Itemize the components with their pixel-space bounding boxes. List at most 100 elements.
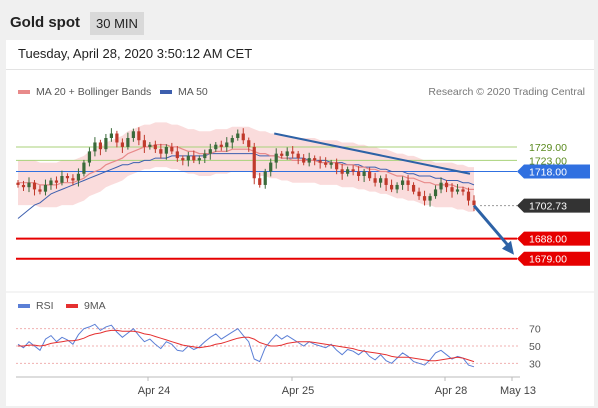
candle	[82, 159, 86, 177]
bollinger-band	[18, 122, 474, 212]
candle-body	[16, 182, 20, 185]
candle-body	[236, 133, 240, 138]
candle-body	[389, 184, 394, 190]
level-label-1723.00: 1723.00	[529, 155, 567, 167]
candle-body	[214, 144, 218, 150]
candle-body	[241, 133, 245, 141]
candle-body	[395, 184, 399, 190]
timestamp: Tuesday, April 28, 2020 3:50:12 AM CET	[18, 46, 253, 61]
x-tick-label: Apr 24	[138, 385, 170, 397]
chart-panel	[6, 40, 594, 406]
ma50-swatch	[160, 90, 172, 94]
level-tag-1702.73	[517, 198, 590, 213]
chart-header: Gold spot 30 MIN	[0, 0, 598, 40]
candle	[346, 166, 350, 177]
candle-body	[87, 151, 92, 163]
candle-body	[296, 153, 300, 159]
candle-body	[335, 162, 339, 170]
candle-body	[324, 162, 328, 165]
candle	[104, 133, 108, 152]
legend-ma50: MA 50	[160, 86, 208, 98]
candle	[225, 137, 229, 152]
candle-body	[38, 189, 42, 192]
credit-text: Research © 2020 Trading Central	[428, 86, 585, 98]
candle	[192, 150, 196, 164]
candle	[247, 137, 251, 152]
candle-body	[340, 169, 344, 174]
candle-body	[197, 158, 201, 161]
candle	[302, 154, 306, 166]
candle-body	[428, 196, 432, 201]
candle-body	[461, 189, 465, 192]
candle	[324, 157, 328, 168]
candle-body	[450, 187, 454, 192]
interval-badge[interactable]: 30 MIN	[90, 12, 144, 35]
candle-body	[417, 191, 421, 197]
candle	[395, 182, 399, 194]
candle	[197, 155, 201, 165]
candle	[274, 148, 278, 169]
candle	[43, 179, 48, 196]
candle	[400, 176, 405, 190]
candle	[439, 177, 443, 194]
candle	[153, 140, 157, 153]
level-tag-1688.00	[517, 231, 590, 246]
ma50-label: MA 50	[178, 86, 208, 98]
candle	[219, 140, 223, 151]
candle-body	[109, 133, 113, 138]
candle-body	[291, 151, 295, 154]
level-label-1718.00: 1718.00	[529, 167, 567, 179]
candle-body	[263, 171, 267, 185]
candle	[230, 135, 234, 149]
candle-body	[137, 131, 141, 141]
candle-body	[384, 178, 388, 185]
candle-body	[192, 155, 196, 161]
candle	[461, 186, 465, 196]
candle-body	[21, 184, 26, 188]
candle-body	[406, 180, 410, 185]
candle	[450, 183, 454, 198]
candle	[137, 127, 141, 146]
candle	[444, 180, 449, 193]
candle	[181, 155, 185, 166]
candle	[428, 193, 432, 207]
candle	[433, 185, 438, 199]
candle-body	[439, 182, 443, 190]
legend-rsi-ma: 9MA	[66, 300, 106, 312]
candle	[148, 142, 152, 150]
rsi-swatch	[18, 304, 30, 308]
ma20-label: MA 20 + Bollinger Bands	[36, 86, 152, 98]
candle-body	[466, 191, 471, 201]
x-axis: Apr 24 Apr 25 Apr 28 May 13	[16, 376, 536, 397]
candle	[109, 128, 113, 142]
rsi-ma-line	[18, 329, 475, 363]
forecast-arrow-shaft	[472, 204, 512, 249]
candle	[208, 143, 212, 160]
candle-body	[455, 189, 460, 192]
candle	[120, 138, 124, 153]
candle-body	[307, 158, 311, 163]
x-tick-label: May 13	[500, 385, 536, 397]
candle-body	[126, 138, 130, 147]
candle-body	[54, 180, 59, 183]
candle	[335, 158, 339, 175]
ma20-line	[18, 144, 474, 190]
candle	[269, 158, 273, 177]
candle	[296, 150, 300, 165]
rsi-label: RSI	[36, 300, 54, 312]
candles	[16, 127, 476, 212]
symbol-title: Gold spot	[10, 14, 80, 31]
candle	[65, 173, 70, 183]
candle-body	[120, 142, 124, 147]
resistance-trendline	[274, 132, 471, 175]
candle	[241, 128, 245, 145]
candle-body	[203, 153, 207, 159]
rsi-tick-label: 70	[529, 324, 541, 336]
candle-body	[219, 144, 223, 147]
rsi-ma-swatch	[66, 304, 78, 308]
candle-body	[280, 153, 284, 156]
legend-ma20: MA 20 + Bollinger Bands	[18, 86, 151, 98]
candle-body	[32, 182, 37, 190]
candle-body	[258, 178, 262, 185]
